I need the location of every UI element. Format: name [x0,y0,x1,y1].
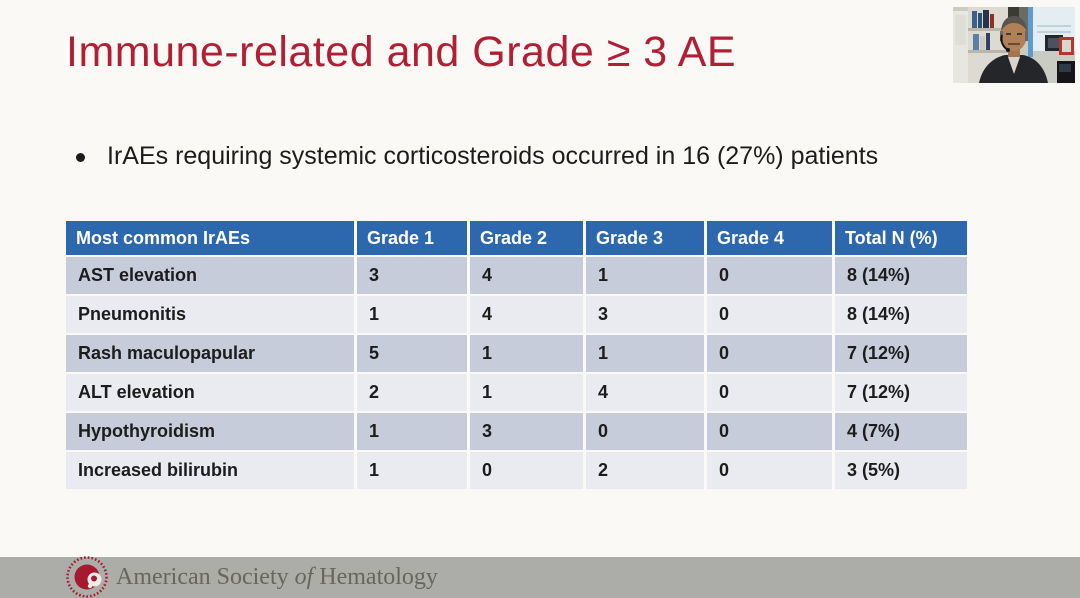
table-row: Rash maculopapular 5 1 1 0 7 (12%) [66,335,967,372]
value-cell: 1 [470,374,583,411]
irae-name-cell: ALT elevation [66,374,354,411]
value-cell: 0 [470,452,583,489]
value-cell: 0 [707,374,832,411]
value-cell: 3 [357,257,467,294]
footer-org-part1: American Society [116,564,295,590]
irae-table: Most common IrAEs Grade 1 Grade 2 Grade 3 Gr… [63,219,970,491]
table-row: Increased bilirubin 1 0 2 0 3 (5%) [66,452,967,489]
footer-org-name: American Society of Hematology [116,564,438,591]
value-cell: 0 [707,335,832,372]
slide-title: Immune-related and Grade ≥ 3 AE [66,28,737,76]
bullet-icon [76,153,85,162]
speaker-video-thumbnail [953,7,1075,83]
value-cell: 0 [707,452,832,489]
value-cell: 8 (14%) [835,296,967,333]
value-cell: 0 [707,296,832,333]
value-cell: 0 [586,413,704,450]
value-cell: 4 [470,296,583,333]
bullet-item: IrAEs requiring systemic corticosteroids… [76,142,878,171]
value-cell: 2 [357,374,467,411]
column-header: Total N (%) [835,221,967,255]
speaker-video-art [953,7,1075,83]
value-cell: 7 (12%) [835,374,967,411]
footer-org-part2: Hematology [313,564,438,590]
table-row: Pneumonitis 1 4 3 0 8 (14%) [66,296,967,333]
value-cell: 1 [470,335,583,372]
value-cell: 5 [357,335,467,372]
value-cell: 1 [357,296,467,333]
irae-name-cell: Increased bilirubin [66,452,354,489]
column-header: Most common IrAEs [66,221,354,255]
bullet-text: IrAEs requiring systemic corticosteroids… [107,142,879,170]
value-cell: 2 [586,452,704,489]
value-cell: 3 [586,296,704,333]
column-header: Grade 1 [357,221,467,255]
value-cell: 1 [357,413,467,450]
table-row: Hypothyroidism 1 3 0 0 4 (7%) [66,413,967,450]
column-header: Grade 2 [470,221,583,255]
value-cell: 0 [707,257,832,294]
footer-org-of: of [294,564,314,590]
value-cell: 8 (14%) [835,257,967,294]
irae-name-cell: AST elevation [66,257,354,294]
column-header: Grade 3 [586,221,704,255]
footer-bar [0,557,1080,598]
value-cell: 7 (12%) [835,335,967,372]
table-row: AST elevation 3 4 1 0 8 (14%) [66,257,967,294]
value-cell: 4 (7%) [835,413,967,450]
irae-name-cell: Rash maculopapular [66,335,354,372]
irae-name-cell: Pneumonitis [66,296,354,333]
value-cell: 3 (5%) [835,452,967,489]
irae-name-cell: Hypothyroidism [66,413,354,450]
table-header-row: Most common IrAEs Grade 1 Grade 2 Grade 3 Gr… [66,221,967,255]
value-cell: 3 [470,413,583,450]
value-cell: 4 [586,374,704,411]
value-cell: 0 [707,413,832,450]
value-cell: 1 [586,335,704,372]
ash-logo-icon [66,556,108,598]
value-cell: 1 [586,257,704,294]
table-row: ALT elevation 2 1 4 0 7 (12%) [66,374,967,411]
column-header: Grade 4 [707,221,832,255]
value-cell: 4 [470,257,583,294]
value-cell: 1 [357,452,467,489]
